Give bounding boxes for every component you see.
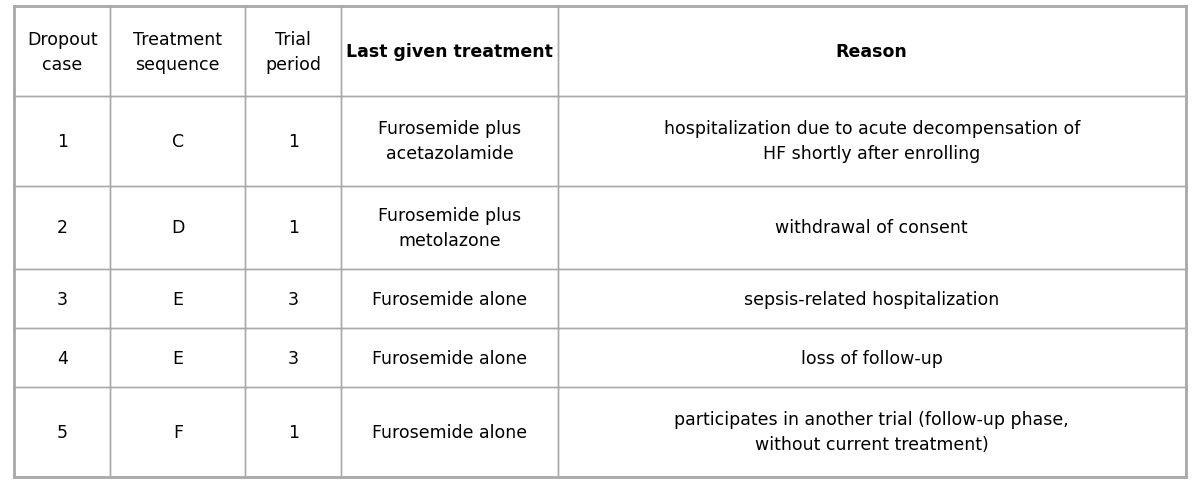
Text: Furosemide alone: Furosemide alone [372,349,527,367]
Text: 3: 3 [288,290,299,308]
Bar [341,7,558,97]
Bar [14,329,110,387]
Text: E: E [173,290,184,308]
Bar [110,186,245,270]
Bar [558,7,1186,97]
Text: C: C [172,133,184,151]
Bar [110,7,245,97]
Text: loss of follow-up: loss of follow-up [800,349,943,367]
Text: Furosemide plus
acetazolamide: Furosemide plus acetazolamide [378,120,521,163]
Text: 1: 1 [56,133,68,151]
Bar [341,329,558,387]
Bar [245,186,341,270]
Bar [14,270,110,329]
Bar [110,97,245,186]
Text: 1: 1 [288,219,299,237]
Text: Furosemide alone: Furosemide alone [372,290,527,308]
Bar [110,329,245,387]
Text: D: D [172,219,185,237]
Text: Dropout
case: Dropout case [28,30,97,74]
Bar [14,7,110,97]
Text: sepsis-related hospitalization: sepsis-related hospitalization [744,290,1000,308]
Bar [558,387,1186,477]
Text: Treatment
sequence: Treatment sequence [133,30,222,74]
Text: Furosemide plus
metolazone: Furosemide plus metolazone [378,207,521,249]
Bar [245,97,341,186]
Bar [245,7,341,97]
Text: 3: 3 [56,290,68,308]
Text: Reason: Reason [836,43,907,61]
Text: 2: 2 [56,219,68,237]
Text: E: E [173,349,184,367]
Bar [558,97,1186,186]
Text: 3: 3 [288,349,299,367]
Bar [558,329,1186,387]
Bar [341,186,558,270]
Bar [341,270,558,329]
Bar [245,329,341,387]
Bar [110,270,245,329]
Bar [14,387,110,477]
Bar [558,186,1186,270]
Text: Trial
period: Trial period [265,30,322,74]
Text: 5: 5 [56,423,68,441]
Text: participates in another trial (follow-up phase,
without current treatment): participates in another trial (follow-up… [674,410,1069,454]
Text: 4: 4 [56,349,68,367]
Text: Last given treatment: Last given treatment [346,43,553,61]
Text: hospitalization due to acute decompensation of
HF shortly after enrolling: hospitalization due to acute decompensat… [664,120,1080,163]
Bar [341,387,558,477]
Bar [14,186,110,270]
Text: Furosemide alone: Furosemide alone [372,423,527,441]
Text: withdrawal of consent: withdrawal of consent [775,219,968,237]
Text: F: F [173,423,182,441]
Bar [245,387,341,477]
Text: 1: 1 [288,423,299,441]
Text: 1: 1 [288,133,299,151]
Bar [14,97,110,186]
Bar [110,387,245,477]
Bar [245,270,341,329]
Bar [558,270,1186,329]
Bar [341,97,558,186]
